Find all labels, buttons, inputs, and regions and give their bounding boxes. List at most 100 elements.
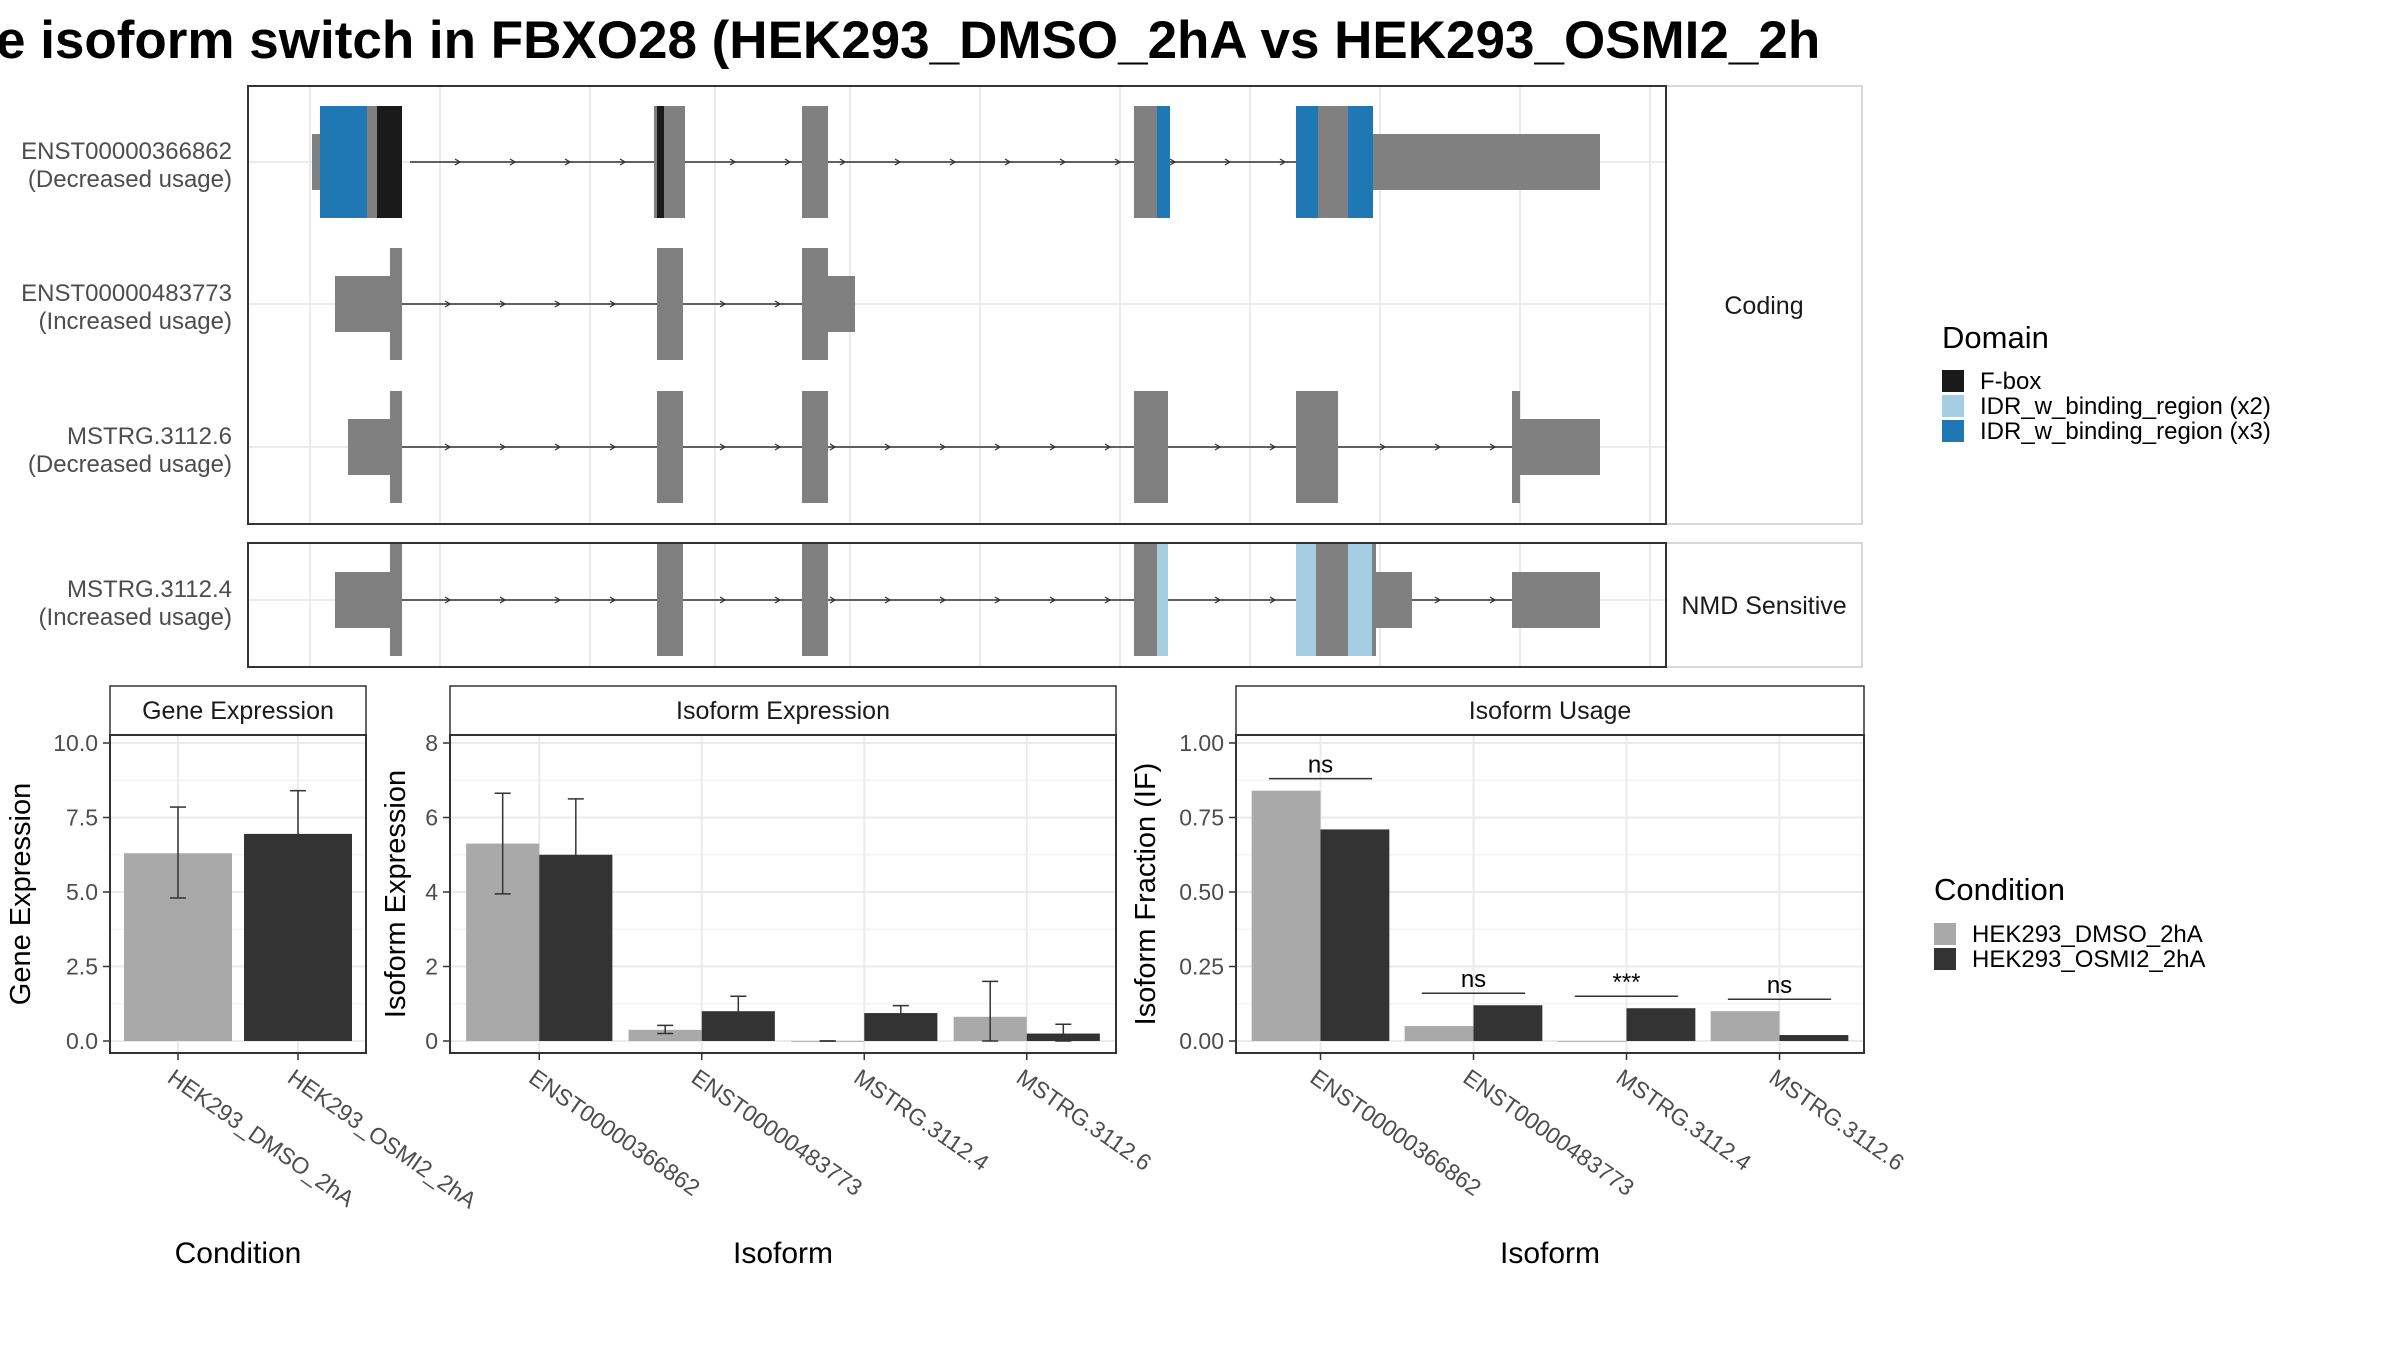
intron-direction-arrow <box>719 596 727 604</box>
transcript-id-label: MSTRG.3112.6 <box>67 423 232 450</box>
intron-direction-arrow <box>784 158 792 166</box>
chart-strip-label: Gene Expression <box>142 697 334 725</box>
y-tick-label: 4 <box>425 879 438 905</box>
intron-direction-arrow <box>499 300 507 308</box>
x-tick-label: MSTRG.3112.6 <box>1012 1064 1156 1176</box>
facet-strip-label: Coding <box>1724 292 1803 320</box>
significance-label: *** <box>1612 969 1640 996</box>
exon-block <box>348 419 390 475</box>
exon-block <box>657 248 683 360</box>
transcript-usage-label: (Increased usage) <box>39 308 232 335</box>
exon-block <box>335 572 390 628</box>
exon-block <box>657 391 683 503</box>
exon-block <box>390 248 402 360</box>
y-tick-label: 0.25 <box>1179 954 1224 980</box>
intron-direction-arrow <box>609 443 617 451</box>
domain-block <box>367 106 377 218</box>
transcript-facet-border <box>247 85 1667 525</box>
intron-direction-arrow <box>444 443 452 451</box>
intron-direction-arrow <box>939 443 947 451</box>
intron-direction-arrow <box>1379 443 1387 451</box>
transcript-facet-border <box>247 542 1667 668</box>
significance-label: ns <box>1308 752 1333 779</box>
chart-panel-border <box>109 734 367 1054</box>
y-tick-label: 0.50 <box>1179 879 1224 905</box>
intron-direction-arrow <box>1434 596 1442 604</box>
y-tick-label: 2.5 <box>66 954 98 980</box>
exon-block <box>1512 572 1600 628</box>
exon-block <box>335 276 390 332</box>
exon-block <box>1373 134 1600 190</box>
chart-panel-border <box>1235 734 1865 1054</box>
intron-direction-arrow <box>884 596 892 604</box>
exon-block <box>312 134 320 190</box>
intron-direction-arrow <box>719 443 727 451</box>
intron-direction-arrow <box>1104 596 1112 604</box>
chart-panel-1: Isoform Expression 0 2 4 6 8 ENST00000366862EN… <box>380 685 1156 1270</box>
intron-direction-arrow <box>609 596 617 604</box>
x-axis-title: Isoform <box>1500 1237 1600 1270</box>
transcript-facet-background <box>248 543 1666 667</box>
intron-direction-arrow <box>554 300 562 308</box>
intron-direction-arrow <box>1114 158 1122 166</box>
x-axis-title: Isoform <box>733 1237 833 1270</box>
intron-direction-arrow <box>1489 596 1497 604</box>
intron-direction-arrow <box>719 300 727 308</box>
chart-panel-border <box>449 734 1117 1054</box>
domain-block <box>1296 106 1318 218</box>
y-axis-title: Isoform Expression <box>380 770 412 1018</box>
error-bar <box>982 980 999 1042</box>
x-tick-label: MSTRG.3112.6 <box>1765 1064 1909 1176</box>
x-tick-label: MSTRG.3112.4 <box>849 1064 994 1176</box>
domain-block <box>1157 106 1170 218</box>
intron-direction-arrow <box>619 158 627 166</box>
condition-legend-key <box>1934 923 1956 945</box>
bar <box>1710 1011 1780 1041</box>
y-tick-label: 7.5 <box>66 805 98 831</box>
error-bar <box>170 806 186 899</box>
domain-block <box>657 106 664 218</box>
facet-strip-box <box>1665 85 1863 525</box>
intron-direction-arrow <box>1269 443 1277 451</box>
domain-block <box>1296 544 1316 656</box>
intron-direction-arrow <box>774 443 782 451</box>
intron-direction-arrow <box>1224 158 1232 166</box>
chart-panel-2: Isoform Usage 0.00 0.25 0.50 0.75 1.00 ns ns ***… <box>1130 685 1909 1270</box>
intron-direction-arrow <box>499 596 507 604</box>
intron-direction-arrow <box>729 158 737 166</box>
intron-direction-arrow <box>1049 596 1057 604</box>
transcript-usage-label: (Increased usage) <box>39 604 232 631</box>
intron-direction-arrow <box>1104 443 1112 451</box>
intron-direction-arrow <box>1004 158 1012 166</box>
intron-direction-arrow <box>1214 443 1222 451</box>
x-tick-label: ENST00000483773 <box>687 1064 867 1201</box>
intron-direction-arrow <box>1489 443 1497 451</box>
exon-block <box>802 248 828 360</box>
facet-strip-box <box>1665 542 1863 668</box>
exon-block <box>802 391 828 503</box>
bar <box>1473 1005 1543 1041</box>
intron-direction-arrow <box>509 158 517 166</box>
exon-block <box>1520 419 1600 475</box>
transcript-row-MSTRG.3112.6: MSTRG.3112.6(Decreased usage) <box>28 391 1600 503</box>
domain-legend-key <box>1942 395 1964 417</box>
exon-block <box>1376 572 1412 628</box>
intron-direction-arrow <box>949 158 957 166</box>
intron-direction-arrow <box>829 596 837 604</box>
intron-direction-arrow <box>564 158 572 166</box>
transcript-id-label: ENST00000366862 <box>21 138 232 165</box>
intron-direction-arrow <box>994 443 1002 451</box>
chart-strip-box <box>109 685 367 736</box>
y-tick-label: 8 <box>425 730 438 756</box>
bar <box>1557 1041 1627 1042</box>
domain-legend-label: F-box <box>1980 368 2041 395</box>
intron-direction-arrow <box>1269 596 1277 604</box>
condition-legend-label: HEK293_OSMI2_2hA <box>1972 946 2205 973</box>
significance-label: ns <box>1767 972 1792 999</box>
domain-legend-label: IDR_w_binding_region (x2) <box>1980 393 2271 420</box>
transcript-id-label: ENST00000483773 <box>21 280 232 307</box>
y-tick-label: 1.00 <box>1179 730 1224 756</box>
x-tick-label: MSTRG.3112.4 <box>1612 1064 1757 1176</box>
exon-block <box>657 544 683 656</box>
